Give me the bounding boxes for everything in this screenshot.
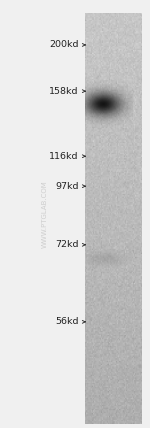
Text: 72kd: 72kd [55, 240, 79, 250]
Text: 56kd: 56kd [55, 317, 79, 327]
Text: WWW.PTGLAB.COM: WWW.PTGLAB.COM [42, 180, 48, 248]
Text: 200kd: 200kd [49, 40, 79, 50]
Text: 116kd: 116kd [49, 152, 79, 161]
Text: 97kd: 97kd [55, 181, 79, 191]
Text: 158kd: 158kd [49, 86, 79, 96]
